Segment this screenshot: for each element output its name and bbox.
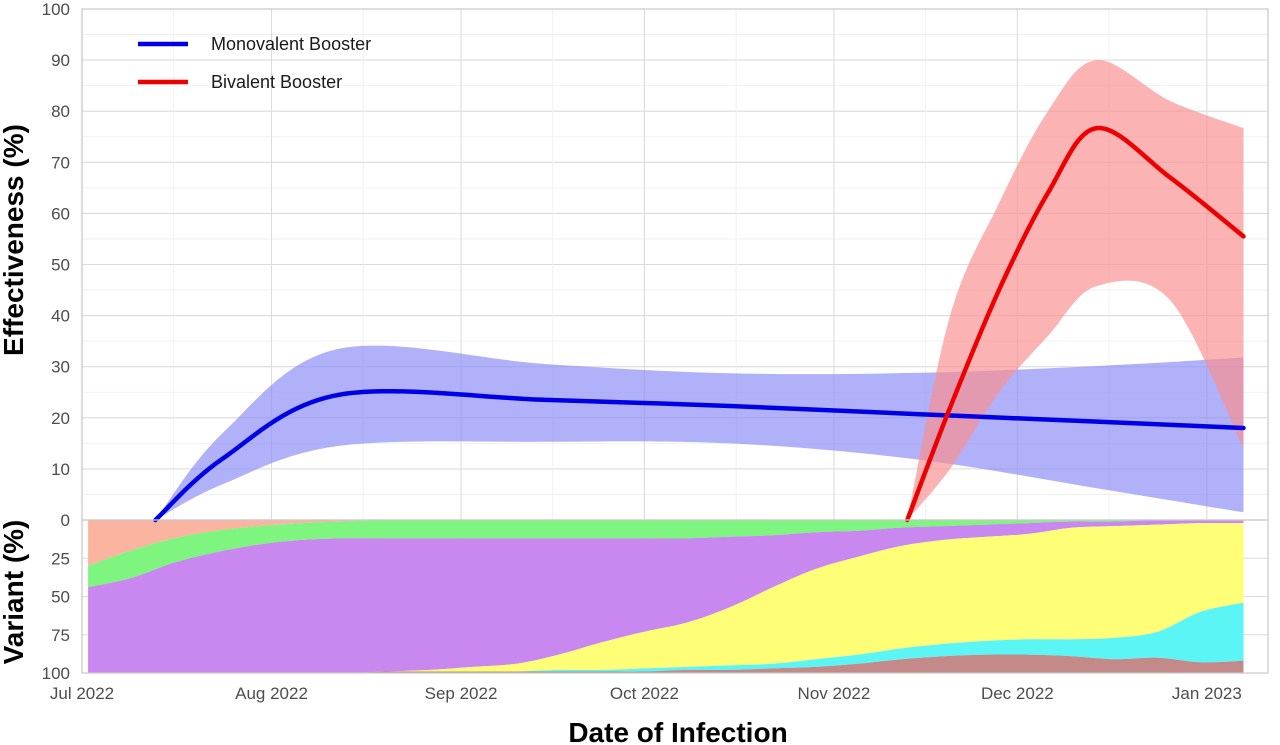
y-tick-label: 60: [51, 204, 70, 223]
variant-area-2: [88, 519, 1244, 588]
y-tick-label: 100: [42, 0, 70, 19]
variant-area-5: [88, 602, 1244, 674]
variant-y-axis-title: Variant (%): [0, 520, 29, 665]
variant-y-ticks: 25 50 75 100: [42, 549, 70, 683]
panel-frames: [81, 8, 1269, 674]
y-tick-label: 20: [51, 409, 70, 428]
x-tick-label: Jul 2022: [50, 684, 114, 703]
variant-area-1: [88, 519, 1244, 566]
y-tick-label: 100: [42, 664, 70, 683]
y-tick-label: 75: [51, 626, 70, 645]
series-line-1: [153, 388, 1246, 523]
y-tick-label: 25: [51, 549, 70, 568]
variant-area-4: [88, 522, 1244, 674]
legend-label-1: Monovalent Booster: [211, 34, 371, 54]
effectiveness-lines: [153, 125, 1246, 523]
y-tick-label: 40: [51, 307, 70, 326]
legend-label-2: Bivalent Booster: [211, 72, 342, 92]
y-tick-label: 80: [51, 102, 70, 121]
x-ticks: Jul 2022 Aug 2022 Sep 2022 Oct 2022 Nov 2022…: [50, 684, 1242, 703]
variant-area-6: [88, 654, 1244, 674]
x-tick-label: Sep 2022: [425, 684, 498, 703]
effectiveness-y-ticks: 0 10 20 30 40 50 60 70 80 90 100: [42, 0, 70, 530]
confidence-bands: [155, 60, 1244, 520]
effectiveness-y-axis-title: Effectiveness (%): [0, 124, 29, 356]
y-tick-label: 10: [51, 460, 70, 479]
x-tick-label: Jan 2023: [1172, 684, 1242, 703]
series-line-2: [905, 125, 1246, 523]
y-tick-label: 50: [51, 256, 70, 275]
variant-panel-border: [81, 519, 1269, 674]
y-tick-label: 30: [51, 358, 70, 377]
y-tick-label: 50: [51, 588, 70, 607]
x-tick-label: Oct 2022: [610, 684, 679, 703]
x-axis-title: Date of Infection: [568, 717, 787, 745]
series-band-2: [907, 60, 1244, 520]
x-tick-label: Nov 2022: [798, 684, 871, 703]
variant-areas: [88, 519, 1244, 674]
y-tick-label: 70: [51, 153, 70, 172]
variant-area-3: [88, 519, 1244, 674]
x-tick-label: Aug 2022: [235, 684, 308, 703]
legend: Monovalent Booster Bivalent Booster: [138, 34, 371, 92]
x-tick-label: Dec 2022: [981, 684, 1054, 703]
y-tick-label: 0: [61, 511, 70, 530]
y-tick-label: 90: [51, 51, 70, 70]
